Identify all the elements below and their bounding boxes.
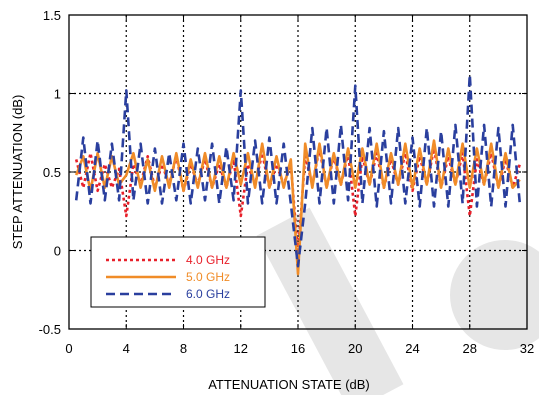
y-tick-label: 1	[54, 87, 61, 102]
x-tick-label: 24	[405, 341, 419, 356]
x-tick-label: 28	[463, 341, 477, 356]
series-line-5-0-ghz	[74, 139, 521, 276]
legend-box	[90, 236, 266, 308]
y-tick-label: -0.5	[39, 322, 61, 337]
y-tick-label: 1.5	[43, 8, 61, 23]
y-tick-label: 0	[54, 244, 61, 259]
x-tick-label: 16	[291, 341, 305, 356]
legend-label: 5.0 GHz	[186, 270, 230, 284]
watermark-stroke-1	[256, 207, 404, 395]
x-tick-label: 12	[234, 341, 248, 356]
y-tick-labels: -0.5 0 0.5 1 1.5	[39, 8, 61, 337]
x-tick-label: 0	[65, 341, 72, 356]
series-line-6-0-ghz	[74, 73, 522, 268]
watermark-stroke-2	[450, 240, 539, 350]
x-tick-label: 20	[348, 341, 362, 356]
x-tick-label: 32	[520, 341, 534, 356]
x-tick-labels: 0 4 8 12 16 20 24 28 32	[65, 341, 534, 356]
y-tick-label: 0.5	[43, 165, 61, 180]
x-axis-title: ATTENUATION STATE (dB)	[208, 377, 370, 392]
series-layer	[74, 73, 522, 276]
x-tick-label: 8	[180, 341, 187, 356]
tick-marks	[68, 14, 528, 330]
legend-label: 4.0 GHz	[186, 253, 230, 267]
y-axis-title: STEP ATTENUATION (dB)	[10, 95, 25, 250]
legend-label: 6.0 GHz	[186, 287, 230, 301]
legend: 4.0 GHz 5.0 GHz 6.0 GHz	[90, 236, 266, 308]
x-tick-label: 4	[123, 341, 130, 356]
